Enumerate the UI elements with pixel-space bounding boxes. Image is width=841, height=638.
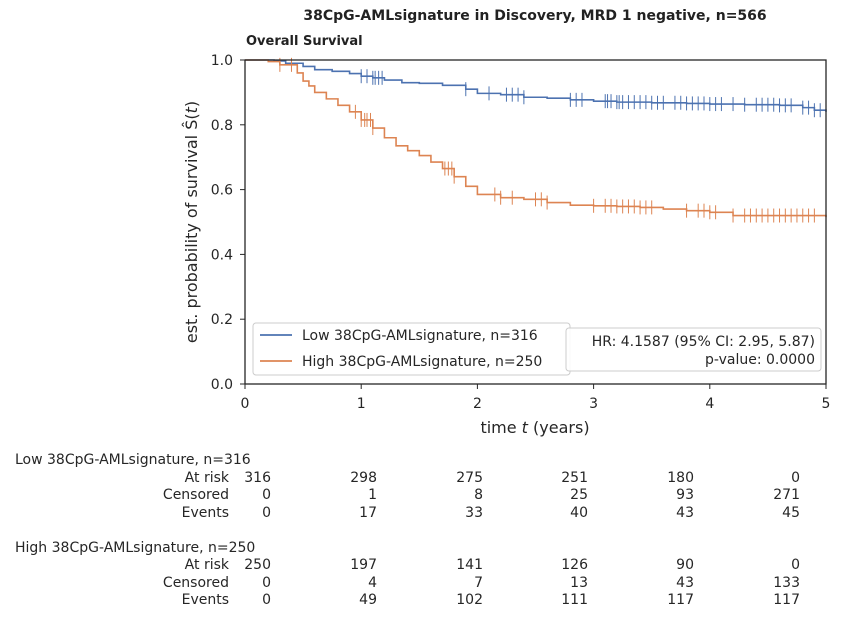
risk-cell: 90: [676, 557, 694, 573]
risk-cell: 0: [791, 557, 800, 573]
risk-cell: 0: [262, 592, 271, 608]
risk-cell: 126: [561, 557, 588, 573]
risk-cell: 49: [359, 592, 377, 608]
censor-marks: [279, 57, 821, 223]
risk-cell: 45: [782, 504, 800, 521]
risk-cell: 117: [667, 592, 694, 608]
risk-cell: 1: [368, 487, 377, 503]
x-tick-label: 2: [473, 396, 482, 412]
y-tick-label: 0.0: [211, 377, 233, 393]
risk-cell: 275: [456, 469, 483, 486]
x-tick-label: 4: [705, 396, 714, 412]
risk-cell: 250: [244, 557, 271, 573]
risk-row: At risk 250 197 141 126 90 0: [0, 557, 841, 575]
x-tick-label: 5: [822, 396, 831, 412]
risk-row: High 38CpG-AMLsignature, n=250: [0, 540, 841, 558]
risk-row-label: At risk: [184, 557, 229, 573]
risk-cell: 43: [676, 504, 694, 521]
risk-cell: 180: [667, 469, 694, 486]
risk-row-label: Censored: [162, 574, 229, 591]
y-tick-label: 0.2: [211, 312, 233, 328]
risk-cell: 251: [561, 469, 588, 486]
risk-cell: 271: [773, 487, 800, 503]
risk-cell: 298: [350, 469, 377, 486]
risk-cell: 17: [359, 504, 377, 521]
risk-row-label: Events: [181, 592, 229, 608]
risk-cell: 133: [773, 574, 800, 591]
survival-chart: 0 1 2 3 4 5 0.0 0.2 0.4 0.6 0.8 1.0 time t (years)…: [182, 53, 831, 437]
y-tick-label: 1.0: [211, 53, 233, 69]
legend: Low 38CpG-AMLsignature, n=316 High 38CpG…: [252, 322, 571, 376]
risk-cell: 0: [262, 574, 271, 591]
y-axis: 0.0 0.2 0.4 0.6 0.8 1.0: [211, 53, 245, 393]
risk-row: Censored 0 1 8 25 93 271: [0, 487, 841, 505]
risk-row: Events 0 17 33 40 43 45: [0, 505, 841, 523]
risk-cell: 13: [570, 574, 588, 591]
hr-text: HR: 4.1587 (95% CI: 2.95, 5.87): [592, 334, 815, 350]
risk-cell: 25: [570, 487, 588, 503]
risk-row-label: Censored: [162, 487, 229, 503]
risk-row: [0, 522, 841, 540]
risk-cell: 4: [368, 574, 377, 591]
risk-row-label: Events: [181, 504, 229, 521]
chart-subtitle: Overall Survival: [246, 34, 363, 49]
legend-label-low: Low 38CpG-AMLsignature, n=316: [302, 328, 538, 344]
x-tick-label: 0: [241, 396, 250, 412]
curve-low-signature: [245, 59, 827, 112]
x-axis-label: time t (years): [480, 418, 589, 437]
x-axis: 0 1 2 3 4 5: [241, 384, 831, 412]
risk-cell: 117: [773, 592, 800, 608]
y-tick-label: 0.6: [211, 183, 233, 199]
risk-cell: 8: [474, 487, 483, 503]
p-value-text: p-value: 0.0000: [705, 352, 815, 368]
risk-cell: 111: [561, 592, 588, 608]
y-tick-label: 0.8: [211, 118, 233, 134]
hr-box: [565, 327, 822, 372]
y-tick-label: 0.4: [211, 247, 233, 263]
risk-cell: 43: [676, 574, 694, 591]
risk-cell: 316: [244, 469, 271, 486]
risk-cell: 40: [570, 504, 588, 521]
plot-frame: [244, 59, 827, 385]
risk-row: Low 38CpG-AMLsignature, n=316: [0, 452, 841, 470]
chart-title: 38CpG-AMLsignature in Discovery, MRD 1 n…: [303, 8, 767, 24]
risk-group-name: Low 38CpG-AMLsignature, n=316: [15, 452, 251, 468]
risk-cell: 0: [791, 469, 800, 486]
risk-row: Censored 0 4 7 13 43 133: [0, 575, 841, 593]
y-axis-label: est. probability of survival Ŝ(t): [182, 101, 201, 343]
risk-table: Low 38CpG-AMLsignature, n=316 At risk 316 2…: [0, 452, 841, 610]
risk-cell: 141: [456, 557, 483, 573]
legend-label-high: High 38CpG-AMLsignature, n=250: [302, 354, 542, 370]
risk-group-name: High 38CpG-AMLsignature, n=250: [15, 539, 256, 556]
risk-row: Events 0 49 102 111 117 117: [0, 592, 841, 610]
risk-cell: 93: [676, 487, 694, 503]
hr-annotation: HR: 4.1587 (95% CI: 2.95, 5.87) p-value:…: [565, 327, 822, 372]
risk-cell: 197: [350, 557, 377, 573]
risk-cell: 33: [465, 504, 483, 521]
risk-row: At risk 316 298 275 251 180 0: [0, 470, 841, 488]
risk-cell: 0: [262, 504, 271, 521]
x-tick-label: 3: [589, 396, 598, 412]
risk-cell: 0: [262, 487, 271, 503]
risk-cell: 102: [456, 592, 483, 608]
risk-row-label: At risk: [184, 469, 229, 486]
risk-cell: 7: [474, 574, 483, 591]
x-tick-label: 1: [357, 396, 366, 412]
